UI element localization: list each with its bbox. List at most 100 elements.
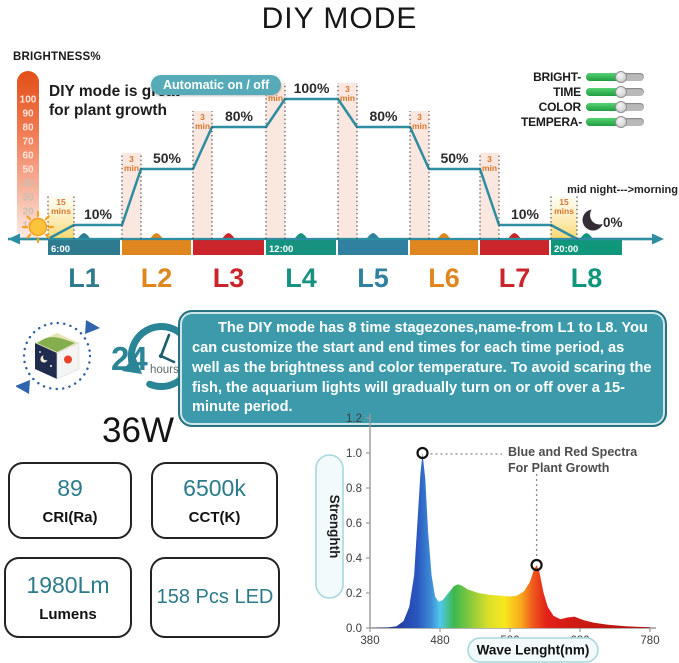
stage-brightness-label: 80% bbox=[369, 108, 398, 124]
cri-value: 89 bbox=[57, 475, 83, 501]
cycle-arrow-left-icon bbox=[16, 380, 30, 394]
transition-duration-label: 15 mins bbox=[51, 197, 71, 216]
clock-24-label: 24 bbox=[111, 340, 148, 377]
timeline-segment bbox=[122, 240, 191, 255]
timeline-segment bbox=[266, 240, 336, 255]
brightness-axis-label: BRIGHTNESS% bbox=[13, 51, 101, 63]
automatic-on-off-badge: Automatic on / off bbox=[151, 75, 282, 95]
brightness-slider-row: BRIGHT- bbox=[521, 70, 644, 84]
stage-brightness-label: 50% bbox=[153, 150, 182, 166]
spec-card-cri: 89 CRI(Ra) bbox=[8, 462, 132, 539]
stage-label: L8 bbox=[571, 263, 603, 293]
strength-axis-pill: Strenghth bbox=[315, 454, 344, 599]
spectra-annotation: Blue and Red Spectra bbox=[508, 445, 638, 459]
adjustment-sliders: BRIGHT- TIME COLOR TEMPERA- bbox=[521, 70, 644, 129]
wavelength-tick: 480 bbox=[430, 635, 449, 647]
diy-schedule-chart: 100 90 80 70 60 50 40 30 20 10 15 mins 10% 6:00 L1 3 mi… bbox=[8, 71, 664, 293]
midnight-morning-note: mid night--->morning bbox=[567, 184, 678, 196]
stage-label: L4 bbox=[285, 263, 317, 293]
sun-glyph bbox=[64, 355, 72, 364]
peak-marker bbox=[530, 558, 543, 572]
wavelength-tick: 380 bbox=[360, 635, 379, 647]
transition-band bbox=[193, 111, 212, 239]
stage-brightness-label: 50% bbox=[440, 150, 469, 166]
wavelength-tick: 780 bbox=[640, 635, 659, 647]
slider-fill bbox=[586, 73, 620, 81]
stage-brightness-label: 0% bbox=[603, 215, 623, 230]
clock-hours-label: hours bbox=[150, 364, 179, 376]
spec-card-cct: 6500k CCT(K) bbox=[151, 462, 278, 539]
lumens-caption: Lumens bbox=[39, 606, 97, 623]
brightness-tick: 50 bbox=[22, 165, 34, 176]
spectrum-area bbox=[370, 453, 650, 628]
cri-caption: CRI(Ra) bbox=[42, 509, 98, 526]
stage-brightness-label: 10% bbox=[511, 206, 540, 222]
slider-knob bbox=[615, 86, 627, 98]
timeline-time-label: 12:00 bbox=[269, 244, 293, 255]
timeline-time-label: 6:00 bbox=[51, 244, 70, 255]
day-night-cycle-icon bbox=[16, 320, 100, 394]
spec-card-led-count: 158 Pcs LED bbox=[150, 557, 280, 638]
slider-fill bbox=[586, 103, 620, 111]
slider-knob bbox=[615, 71, 627, 83]
timeline-segment bbox=[338, 240, 408, 255]
brightness-tick: 20 bbox=[22, 207, 34, 218]
stage-label: L1 bbox=[68, 263, 100, 293]
led-count-value: 158 Pcs LED bbox=[156, 586, 274, 608]
brightness-tick: 40 bbox=[22, 179, 34, 190]
slider-label-bright: BRIGHT- bbox=[533, 70, 581, 84]
cycle-arrow-right-icon bbox=[85, 320, 100, 334]
stage-label: L3 bbox=[213, 263, 245, 293]
peak-marker bbox=[416, 446, 429, 460]
strength-tick: 0.4 bbox=[346, 553, 363, 565]
transition-duration-label: 15 mins bbox=[554, 197, 574, 216]
cct-caption: CCT(K) bbox=[188, 509, 241, 526]
stage-label: L6 bbox=[428, 263, 460, 293]
spec-card-lumens: 1980Lm Lumens bbox=[4, 557, 132, 638]
transition-band bbox=[410, 111, 429, 239]
diy-mode-note: DIY mode is great for plant growth bbox=[49, 83, 180, 119]
stage-brightness-label: 100% bbox=[294, 80, 330, 96]
temperature-slider-row: TEMPERA- bbox=[521, 115, 644, 129]
color-slider bbox=[586, 101, 644, 113]
brightness-tick: 90 bbox=[22, 109, 34, 120]
timeline-segment bbox=[410, 240, 478, 255]
brightness-slider bbox=[586, 71, 644, 83]
moon-icon bbox=[582, 205, 609, 231]
color-slider-row: COLOR bbox=[521, 100, 644, 114]
page-title: DIY MODE bbox=[261, 2, 418, 35]
time-slider bbox=[586, 86, 644, 98]
strength-tick: 0.6 bbox=[346, 518, 362, 530]
timeline-time-label: 20:00 bbox=[554, 244, 578, 255]
time-slider-row: TIME bbox=[521, 85, 644, 99]
brightness-tick: 100 bbox=[20, 95, 37, 106]
slider-label-temperature: TEMPERA- bbox=[521, 115, 583, 129]
spectra-annotation: For Plant Growth bbox=[508, 461, 609, 475]
stage-brightness-label: 80% bbox=[225, 108, 254, 124]
strength-tick: 0.8 bbox=[346, 483, 362, 495]
transition-band bbox=[266, 83, 285, 239]
cct-value: 6500k bbox=[183, 475, 246, 501]
wattage-value: 36W bbox=[102, 411, 174, 450]
slider-label-color: COLOR bbox=[538, 100, 582, 114]
slider-label-time: TIME bbox=[553, 85, 581, 99]
day-night-cube bbox=[35, 333, 80, 380]
brightness-scale-thermometer: 100 90 80 70 60 50 40 30 20 10 bbox=[17, 71, 39, 241]
slider-fill bbox=[586, 118, 620, 126]
brightness-tick: 60 bbox=[22, 151, 34, 162]
stage-label: L5 bbox=[357, 263, 389, 293]
stage-label: L2 bbox=[141, 263, 173, 293]
slider-knob bbox=[615, 101, 627, 113]
sun-icon bbox=[21, 210, 55, 244]
strength-tick: 1.2 bbox=[346, 413, 362, 425]
brightness-tick: 10 bbox=[22, 221, 34, 232]
wavelength-axis-pill: Wave Lenght(nm) bbox=[467, 637, 599, 663]
diy-mode-description-text: The DIY mode has 8 time stagezones,name-… bbox=[192, 320, 652, 416]
hour-hand bbox=[159, 354, 176, 364]
slider-fill bbox=[586, 88, 620, 96]
brightness-step-line bbox=[8, 97, 658, 241]
